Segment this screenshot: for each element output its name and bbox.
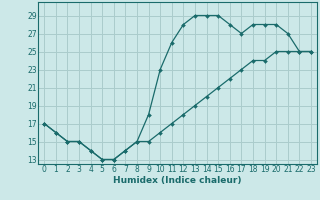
X-axis label: Humidex (Indice chaleur): Humidex (Indice chaleur) (113, 176, 242, 185)
